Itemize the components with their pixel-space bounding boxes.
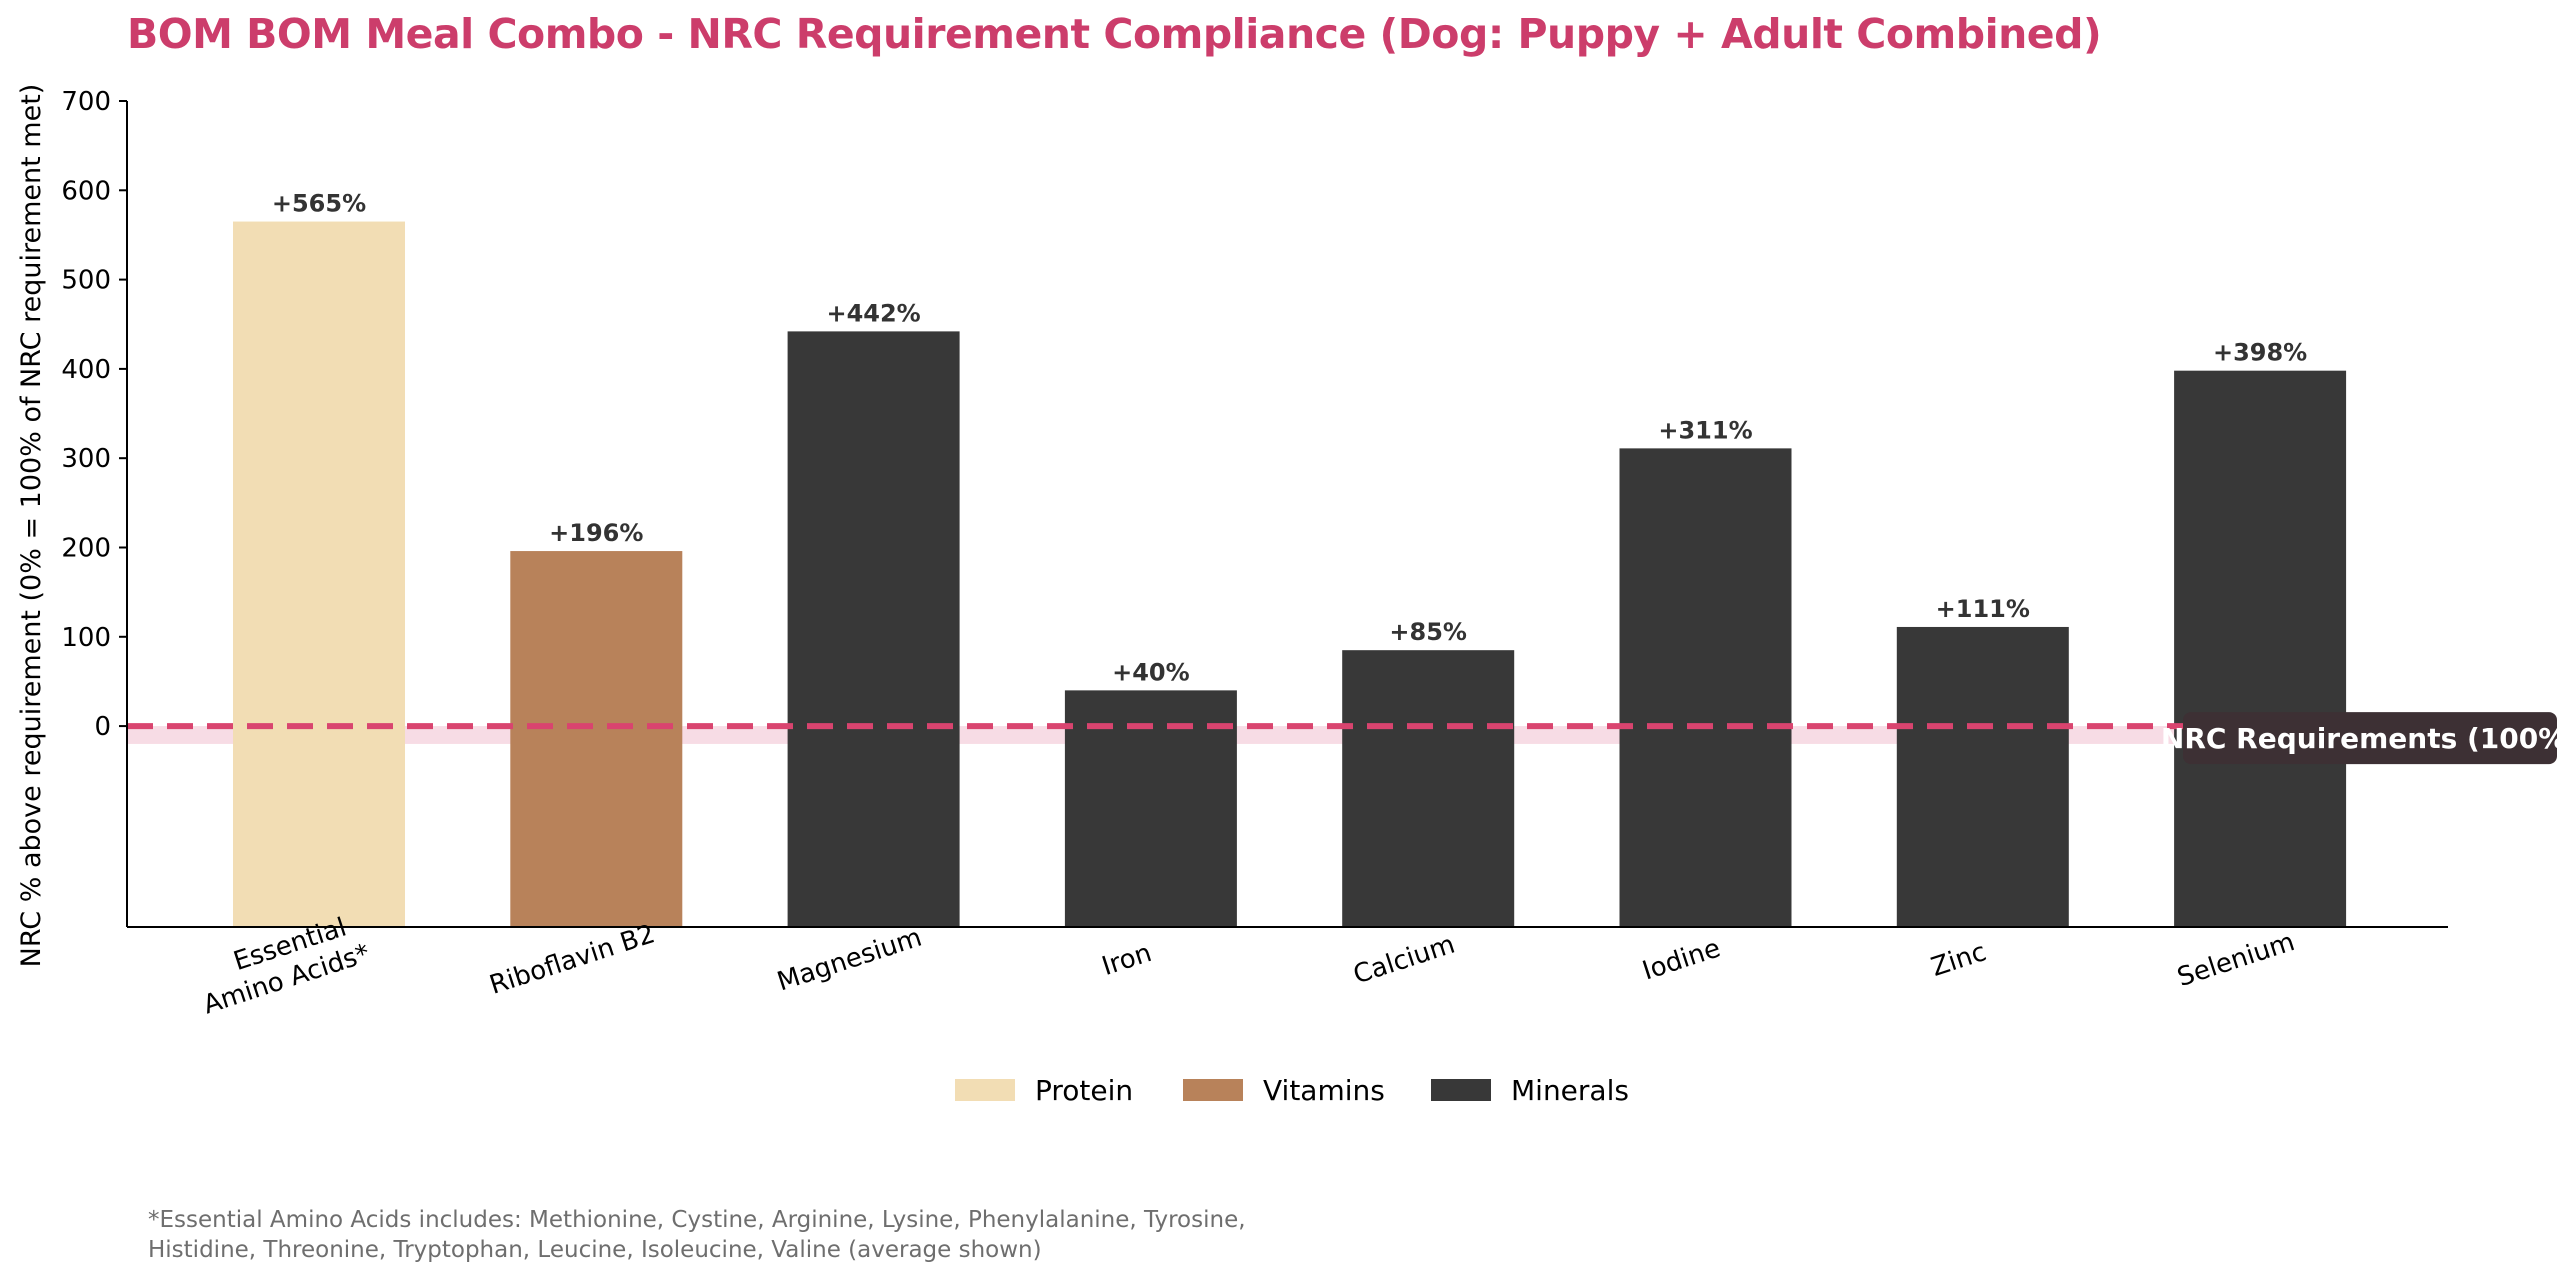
legend-swatch-minerals	[1431, 1079, 1491, 1101]
x-tick-label-line: Iodine	[1639, 933, 1724, 986]
labels-layer: +565% +196% +442% +40% +85% +311% +111% +398%	[272, 190, 2307, 687]
x-tick-label: Iodine	[1639, 933, 1724, 986]
bar-essential-amino-acids-	[233, 221, 405, 928]
y-tick-label: 300	[61, 444, 111, 474]
footnote: *Essential Amino Acids includes: Methion…	[148, 1205, 1246, 1265]
value-label: +398%	[2213, 339, 2307, 367]
legend-swatch-protein	[955, 1079, 1015, 1101]
y-tick-label: 200	[61, 533, 111, 563]
bar-selenium	[2174, 370, 2347, 927]
y-axis-label: NRC % above requirement (0% = 100% of NR…	[16, 84, 47, 968]
reference-label: NRC Requirements (100%)	[2161, 722, 2569, 755]
y-tick-label: 600	[61, 176, 111, 206]
reference-line-layer: NRC Requirements (100%)	[127, 712, 2569, 765]
legend-label-protein: Protein	[1035, 1074, 1133, 1107]
bar-magnesium	[787, 331, 960, 927]
x-tick-label: Zinc	[1928, 937, 1990, 983]
x-tick-label-line: Magnesium	[774, 923, 926, 998]
y-tick-label: 400	[61, 355, 111, 385]
x-tick-label: Riboflavin B2	[486, 919, 659, 1001]
y-tick-label: 100	[61, 623, 111, 653]
x-tick-label-line: Calcium	[1350, 930, 1459, 991]
x-tick-label: Magnesium	[774, 923, 926, 998]
footnote-line-2: Histidine, Threonine, Tryptophan, Leucin…	[148, 1237, 1042, 1263]
reference-band	[127, 726, 2448, 744]
bar-iodine	[1619, 448, 1792, 927]
bar-iron	[1064, 690, 1237, 927]
value-label: +442%	[826, 299, 920, 327]
bar-riboflavin-b2	[510, 551, 683, 927]
x-tick-label: Iron	[1098, 938, 1155, 982]
value-label: +111%	[1936, 595, 2030, 623]
y-tick-label: 0	[94, 712, 111, 742]
value-label: +85%	[1389, 618, 1467, 646]
value-label: +565%	[272, 190, 366, 218]
x-tick-label: Selenium	[2174, 927, 2299, 993]
x-tick-label: Calcium	[1350, 930, 1459, 991]
value-label: +40%	[1112, 658, 1190, 686]
x-tick-label-line: Selenium	[2174, 927, 2299, 993]
x-tick-label-line: Iron	[1098, 938, 1155, 982]
bar-calcium	[1342, 650, 1515, 927]
y-tick-label: 500	[61, 266, 111, 296]
legend-label-minerals: Minerals	[1511, 1074, 1629, 1107]
legend-layer: Protein Vitamins Minerals	[955, 1074, 1629, 1107]
y-tick-label: 700	[61, 87, 111, 117]
footnote-line-1: *Essential Amino Acids includes: Methion…	[148, 1207, 1246, 1233]
reference-label-box	[2183, 712, 2557, 765]
reference-band-layer	[127, 726, 2448, 744]
value-label: +196%	[549, 519, 643, 547]
value-label: +311%	[1658, 416, 1752, 444]
chart-title: BOM BOM Meal Combo - NRC Requirement Com…	[127, 10, 2102, 58]
x-tick-label-line: Riboflavin B2	[486, 919, 659, 1001]
legend-label-vitamins: Vitamins	[1263, 1074, 1385, 1107]
x-tick-label-line: Zinc	[1928, 937, 1990, 983]
bars-layer	[233, 221, 2347, 928]
legend-swatch-vitamins	[1183, 1079, 1243, 1101]
bar-zinc	[1896, 626, 2069, 927]
